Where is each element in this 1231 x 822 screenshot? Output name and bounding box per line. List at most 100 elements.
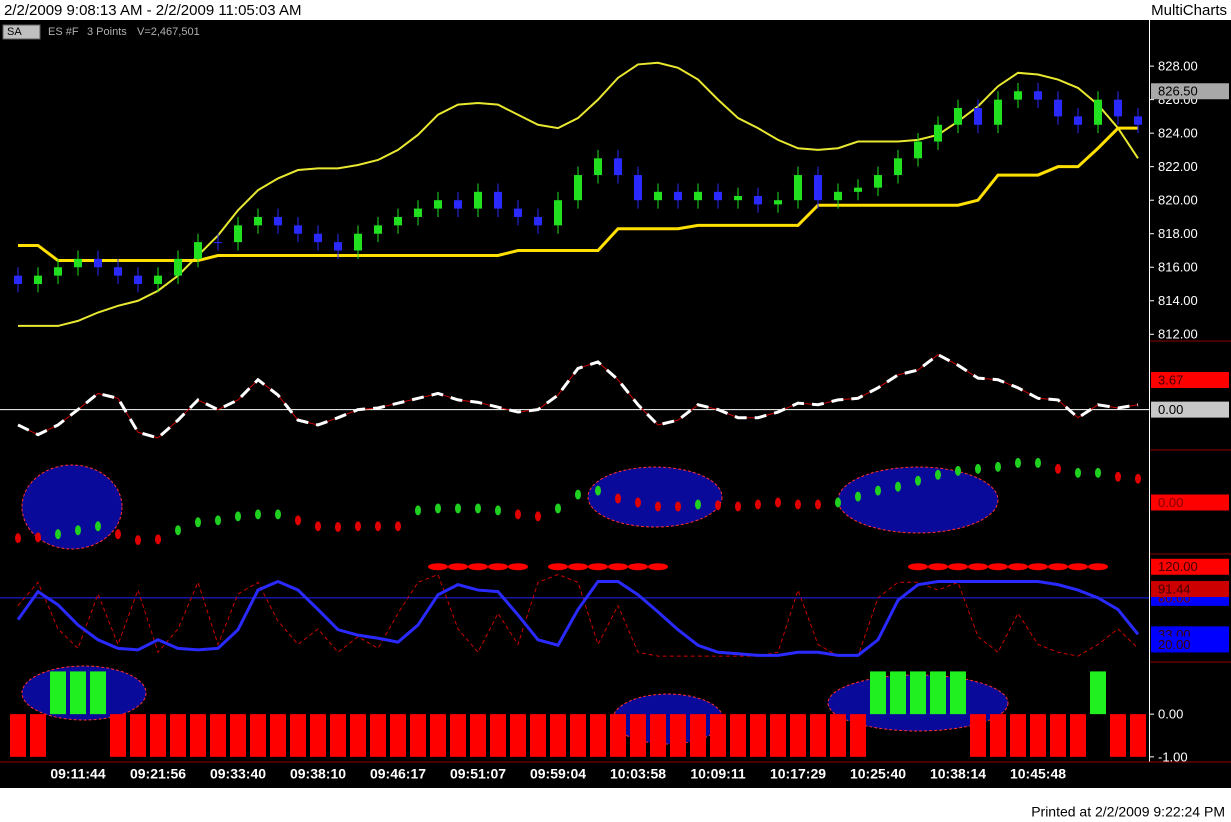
candle-body [1054,99,1062,117]
candle-body [594,158,602,176]
trend-dot [295,515,301,526]
trend-dot [435,503,441,514]
date-range: 2/2/2009 9:08:13 AM - 2/2/2009 11:05:03 … [4,2,301,19]
y-tick-label: 0.00 [1158,402,1183,417]
histogram-bar [70,671,86,715]
trend-dot [895,481,901,492]
x-tick-label: 09:11:44 [50,766,105,782]
value-box-label-box [1151,636,1229,653]
candle-body [354,233,362,251]
histogram-bar [310,714,326,757]
histogram-bar [1110,714,1126,757]
candle-body [634,175,642,201]
histogram-bar [250,714,266,757]
trend-dot [635,497,641,508]
trend-dot [655,501,661,512]
signal-dot [568,563,588,571]
histogram-bar [230,714,246,757]
trend-dot [855,491,861,502]
histogram-bar [670,714,686,757]
signal-dot [1008,563,1028,571]
candle-body [614,158,622,176]
x-tick-label: 10:03:58 [610,766,666,782]
trend-dot [1095,467,1101,478]
y-tick-label: 818.00 [1158,226,1198,241]
candle-body [814,175,822,201]
candle-body [474,191,482,209]
candle-body [94,258,102,268]
signal-dot [1048,563,1068,571]
histogram-bar [1070,714,1086,757]
histogram-bar [210,714,226,757]
histogram-bar [950,671,966,715]
signal-dot [968,563,988,571]
histogram-bar [490,714,506,757]
x-tick-label: 09:59:04 [530,766,586,782]
histogram-bar [650,714,666,757]
candle-body [554,200,562,226]
oscillator-line [17,573,1139,657]
histogram-bar [350,714,366,757]
candle-body [1074,116,1082,125]
value-box-label-box [1151,580,1229,597]
candle-body [214,242,222,244]
trend-dot [355,521,361,532]
candle-body [234,225,242,243]
histogram-bar [530,714,546,757]
y-tick-label-box [1151,494,1229,511]
signal-dot [608,563,628,571]
candle-body [514,208,522,217]
candle-body [314,233,322,243]
histogram-bar [30,714,46,757]
trend-dot [595,485,601,496]
histogram-bar [590,714,606,757]
indicator-line [18,61,1139,327]
candle-body [954,108,962,125]
histogram-bar [930,671,946,715]
histogram-bar [870,671,886,715]
trend-dot [835,497,841,508]
symbol-button-label[interactable]: SA [7,26,22,38]
candle-body [134,275,142,285]
value-box-label: 3.67 [1158,372,1183,387]
y-tick-label: 828.00 [1158,59,1198,74]
trend-dot [1135,473,1141,484]
trend-dot [535,511,541,522]
y-tick-label: 812.00 [1158,327,1198,342]
x-tick-label: 10:38:14 [930,766,986,782]
histogram-bar [750,714,766,757]
trend-dot [15,533,21,544]
y-tick-label: 0.00 [1158,707,1183,722]
signal-dot [928,563,948,571]
histogram-bar [1010,714,1026,757]
y-tick-label: 822.00 [1158,159,1198,174]
trend-dot [1015,457,1021,468]
x-tick-label: 09:21:56 [130,766,186,782]
signal-dot [1088,563,1108,571]
y-tick-label-box [1151,401,1229,418]
candle-body [194,242,202,259]
signal-dot [988,563,1008,571]
candle-body [974,108,982,125]
trend-dot [115,529,121,540]
trend-dot [35,532,41,543]
trend-dot [175,525,181,536]
candle-body [154,275,162,285]
candle-body [774,200,782,205]
histogram-bar [50,671,66,715]
candle-body [14,275,22,285]
trend-dot [555,503,561,514]
candle-body [1034,91,1042,100]
signal-dot [488,563,508,571]
trend-dot [815,499,821,510]
histogram-bar [170,714,186,757]
y-tick-label: 0.00 [1158,495,1183,510]
value-box-label-box [1151,371,1229,388]
y-tick-label: 820.00 [1158,193,1198,208]
value-box-label: 20.00 [1158,637,1191,652]
candle-body [294,225,302,234]
symbol-button[interactable] [2,24,41,40]
trend-dot [315,521,321,532]
candle-body [934,124,942,142]
signal-dot [508,563,528,571]
